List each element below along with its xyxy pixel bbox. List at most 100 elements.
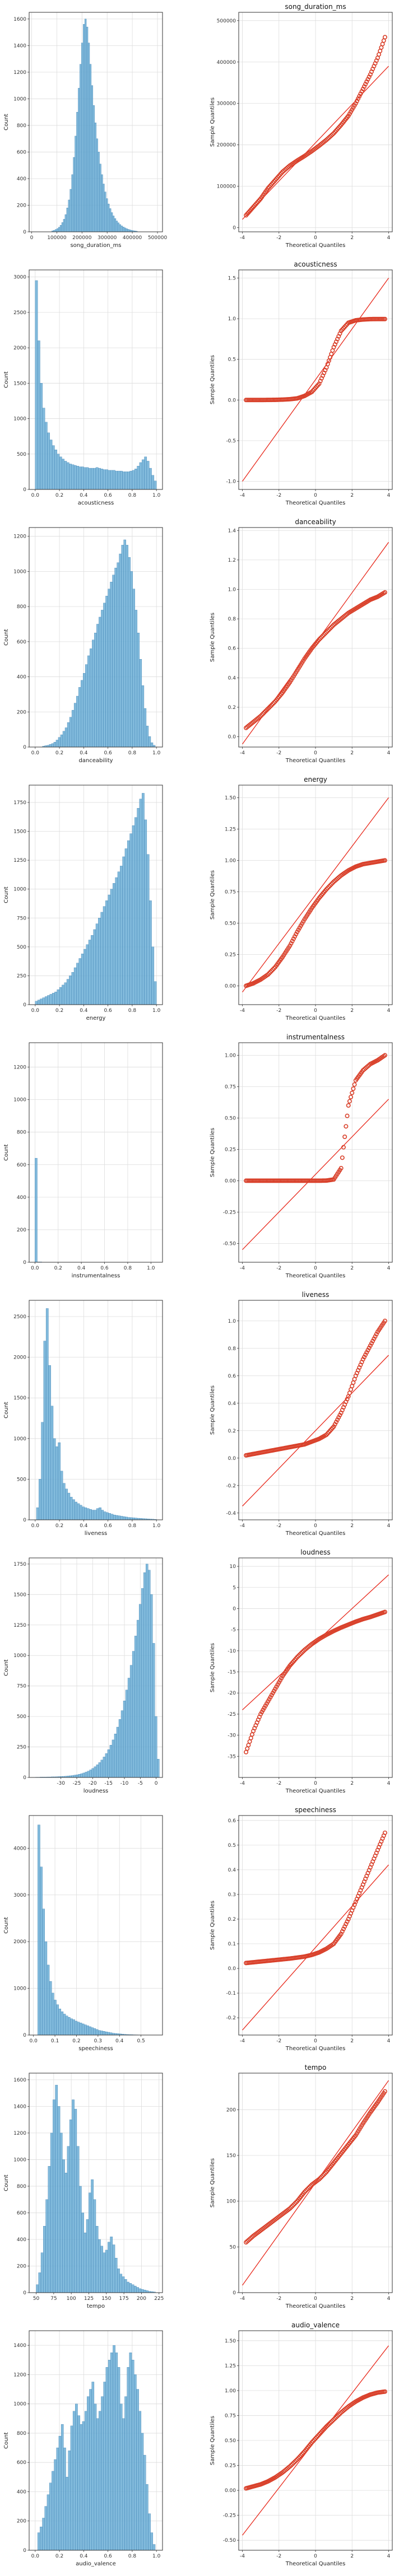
histogram-bar bbox=[94, 122, 96, 232]
histogram-bar bbox=[144, 456, 147, 490]
histogram-bar bbox=[109, 208, 112, 232]
qq-point bbox=[301, 1649, 306, 1654]
qq-reference-line bbox=[242, 1864, 389, 2031]
qq-point bbox=[295, 1655, 300, 1660]
x-tick-label: 2 bbox=[350, 493, 354, 498]
x-tick-label: 0.2 bbox=[55, 1008, 63, 1014]
qq-point bbox=[289, 941, 294, 946]
histogram-bar bbox=[107, 2032, 110, 2036]
y-axis-label: Count bbox=[3, 2432, 10, 2449]
x-axis-label: Theoretical Quantiles bbox=[285, 2561, 346, 2567]
histogram-bar bbox=[103, 184, 105, 232]
x-tick-label: -4 bbox=[240, 1781, 245, 1786]
y-tick-label: 0 bbox=[23, 487, 26, 493]
x-tick-label: 0 bbox=[155, 1781, 158, 1786]
histogram-bar bbox=[67, 722, 70, 748]
histogram-bar bbox=[84, 2024, 87, 2036]
histogram-bar bbox=[132, 589, 135, 748]
x-tick-label: 500000 bbox=[148, 235, 168, 241]
y-tick-label: 1000 bbox=[13, 887, 26, 893]
histogram-bar bbox=[80, 1774, 83, 1778]
y-tick-label: -0.4 bbox=[226, 1511, 236, 1516]
histogram-bar bbox=[71, 972, 75, 1005]
histogram-bar bbox=[150, 2532, 154, 2551]
histogram-bar bbox=[76, 1775, 78, 1778]
y-tick-label: 0.50 bbox=[225, 921, 236, 926]
histogram-bar bbox=[44, 422, 48, 490]
x-tick-label: 200000 bbox=[72, 235, 92, 241]
histogram-bar bbox=[78, 466, 82, 490]
x-axis-label: audio_valence bbox=[76, 2561, 116, 2567]
y-tick-label: 1000 bbox=[13, 417, 26, 422]
x-tick-label: 100000 bbox=[47, 235, 67, 241]
plot-frame bbox=[29, 1300, 163, 1520]
qq-liveness: -4 -2 0 2 4 -0.4 -0.2 0.0 0.2 0.4 0.6 0.8 1.0 Theoret… bbox=[210, 1291, 393, 1537]
histogram-bar bbox=[136, 1620, 140, 1778]
y-tick-label: 0.2 bbox=[228, 1429, 236, 1434]
histogram-bar bbox=[75, 136, 77, 232]
x-tick-label: 0.2 bbox=[72, 2038, 80, 2044]
histogram-bar bbox=[148, 2513, 151, 2551]
histogram-bar bbox=[87, 655, 90, 748]
histogram-bar bbox=[103, 906, 106, 1005]
qq-point bbox=[322, 632, 327, 637]
x-tick-label: -2 bbox=[276, 1008, 281, 1014]
histogram-bar bbox=[49, 1981, 52, 2036]
x-tick-label: 0.8 bbox=[128, 1523, 137, 1529]
histogram-bar bbox=[66, 2477, 68, 2551]
histogram-bar bbox=[112, 1739, 115, 1778]
histogram-bar bbox=[91, 468, 94, 490]
histogram-bar bbox=[103, 2382, 106, 2551]
histogram-bar bbox=[136, 2389, 139, 2551]
x-tick-label: 0 bbox=[314, 1781, 317, 1786]
qq-reference-line bbox=[242, 1355, 389, 1506]
histogram-bar bbox=[114, 2258, 118, 2293]
histogram-bar bbox=[155, 1716, 157, 1778]
histogram-bar bbox=[56, 2004, 59, 2036]
y-tick-label: 0.0 bbox=[228, 1456, 236, 1462]
y-tick-label: 300000 bbox=[217, 101, 236, 107]
qq-point bbox=[328, 883, 333, 888]
histogram-bar bbox=[87, 43, 90, 232]
histogram-bar bbox=[105, 2031, 108, 2036]
qq-point bbox=[326, 2421, 331, 2426]
y-tick-label: 0 bbox=[233, 2290, 236, 2296]
histogram-bar bbox=[142, 793, 145, 1005]
histogram-bar bbox=[66, 208, 68, 232]
histogram-bar bbox=[117, 562, 119, 748]
qq-point bbox=[382, 2389, 387, 2394]
y-tick-label: 1000 bbox=[13, 96, 26, 102]
histogram-bar bbox=[47, 432, 50, 490]
plot-frame bbox=[29, 527, 163, 748]
y-tick-label: 0 bbox=[23, 1775, 26, 1781]
qq-energy: -4 -2 0 2 4 0.00 0.25 0.50 0.75 1.00 1.25 1.50 Theor… bbox=[210, 776, 393, 1021]
chart-title: acousticness bbox=[294, 260, 337, 268]
x-tick-label: 2 bbox=[350, 1266, 354, 1271]
histogram-bar bbox=[52, 993, 55, 1005]
histogram-bar bbox=[59, 456, 62, 490]
qq-point bbox=[382, 2089, 387, 2094]
histogram-bar bbox=[109, 2032, 113, 2036]
y-tick-label: 3000 bbox=[13, 275, 26, 281]
histogram-bar bbox=[157, 1759, 160, 1778]
histogram-bar bbox=[78, 2186, 82, 2293]
histogram-bar bbox=[67, 2146, 70, 2293]
histogram-bar bbox=[80, 2424, 83, 2551]
histogram-bar bbox=[150, 742, 154, 748]
x-tick-label: 75 bbox=[50, 2296, 57, 2302]
histogram-bar bbox=[73, 465, 77, 490]
histogram-bar bbox=[94, 1510, 97, 1520]
histogram-bar bbox=[70, 2425, 73, 2551]
qq-point bbox=[337, 1412, 342, 1417]
histogram-bar bbox=[68, 2017, 71, 2036]
histogram-bar bbox=[100, 912, 104, 1005]
y-tick-label: 0.50 bbox=[225, 2438, 236, 2444]
histogram-bar bbox=[73, 157, 75, 232]
x-tick-label: 0.6 bbox=[104, 2554, 112, 2559]
x-tick-label: 0.0 bbox=[31, 493, 40, 498]
x-tick-label: -2 bbox=[276, 2038, 281, 2044]
histogram-bar bbox=[65, 2015, 68, 2036]
qq-point bbox=[261, 711, 266, 716]
histogram-bar bbox=[129, 230, 131, 232]
y-tick-label: 0.75 bbox=[225, 2413, 236, 2419]
